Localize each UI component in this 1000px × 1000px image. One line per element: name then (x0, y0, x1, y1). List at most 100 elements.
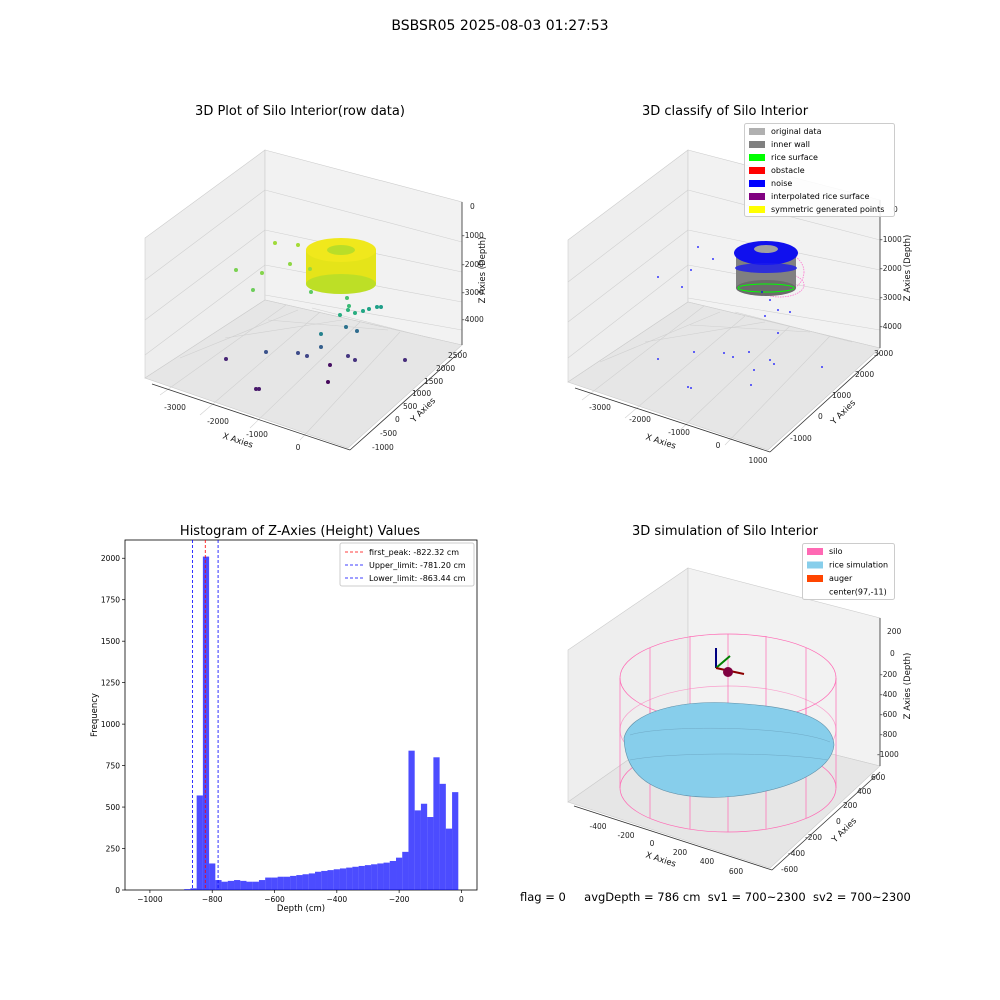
raw-point (309, 290, 313, 294)
hist-bar (389, 860, 397, 890)
raw-point (296, 351, 300, 355)
legend-swatch (749, 128, 765, 135)
hist-bar (402, 851, 409, 890)
raw-point (288, 262, 292, 266)
raw-point (308, 267, 312, 271)
raw-point (234, 268, 238, 272)
hist-bar (339, 868, 347, 890)
panel2-legend: original data inner wall rice surface obsta… (744, 123, 895, 217)
legend-label: interpolated rice surface (771, 192, 869, 201)
legend-label: center(97,-11) (829, 588, 887, 597)
p2-cloud (734, 241, 805, 298)
p2-ztick: 0 (893, 205, 898, 214)
p2-ytick: 3000 (874, 349, 893, 358)
raw-point (326, 380, 330, 384)
hist-bar (371, 864, 378, 890)
raw-point (355, 329, 359, 333)
hist-bar (445, 828, 453, 890)
hist-bar (283, 876, 291, 890)
legend-label: noise (771, 179, 792, 188)
p2-ztick: -4000 (880, 322, 902, 331)
hist-bar (258, 880, 266, 890)
panel1-title: 3D Plot of Silo Interior(row data) (195, 104, 405, 119)
legend-swatch (749, 141, 765, 148)
hist-bar (414, 810, 421, 890)
raw-point (260, 271, 264, 275)
p4-ytick: 400 (857, 787, 872, 796)
p2-ztick: -2000 (880, 264, 902, 273)
p1-ytick: 2000 (436, 364, 455, 373)
legend-label: inner wall (771, 140, 810, 149)
hist-bar (452, 792, 459, 890)
legend-swatch (807, 588, 823, 596)
footer-status: flag = 0 avgDepth = 786 cm sv1 = 700~230… (520, 890, 911, 904)
noise-point (773, 363, 775, 365)
sv1-text: sv1 = 700~2300 (707, 890, 806, 904)
raw-point (338, 313, 342, 317)
noise-point (693, 351, 695, 353)
hist-bar (433, 757, 440, 890)
hist-bar (352, 866, 359, 890)
noise-point (748, 351, 750, 353)
p4-ztick: -400 (880, 690, 897, 699)
p4-xtick: 400 (700, 857, 715, 866)
p4-ytick: -200 (805, 833, 822, 842)
hist-bar (377, 863, 384, 890)
raw-point (273, 241, 277, 245)
p1-ztick: -3000 (462, 288, 484, 297)
p2-xtick: -1000 (668, 428, 690, 437)
p1-xtick: -1000 (246, 430, 268, 439)
noise-point (681, 286, 683, 288)
p1-ytick: 1500 (424, 377, 443, 386)
hist-xtick-label: −400 (327, 895, 348, 904)
p2-ytick: -1000 (790, 434, 812, 443)
p1-ytick: 0 (395, 415, 400, 424)
figure-title: BSBSR05 2025-08-03 01:27:53 (391, 18, 609, 34)
raw-point (346, 354, 350, 358)
hist-xlabel: Depth (cm) (277, 904, 325, 914)
raw-point (251, 288, 255, 292)
hist-bar (296, 875, 303, 890)
hist-bar (209, 863, 216, 890)
noise-point (750, 384, 752, 386)
p1-xtick: 0 (296, 443, 301, 452)
noise-point (657, 358, 659, 360)
p4-ytick: 0 (836, 817, 841, 826)
raw-point (347, 304, 351, 308)
noise-point (657, 276, 659, 278)
p4-ytick: -400 (788, 849, 805, 858)
hist-ylabel: Frequency (90, 693, 100, 737)
hist-ytick-label: 750 (106, 762, 121, 771)
legend-label: symmetric generated points (771, 205, 884, 214)
raw-point (224, 357, 228, 361)
hist-bar (202, 556, 210, 890)
hist-xtick-label: −200 (389, 895, 410, 904)
legend-swatch (749, 167, 765, 174)
p4-ztick: 0 (890, 649, 895, 658)
p2-xtick: 1000 (748, 456, 767, 465)
noise-point (764, 315, 766, 317)
hist-bar (396, 857, 403, 890)
p1-ring (306, 238, 376, 294)
hist-bar (252, 881, 259, 890)
raw-point (346, 308, 350, 312)
noise-point (761, 291, 763, 293)
hist-bar (221, 881, 228, 890)
hist-bar (196, 795, 203, 890)
p4-ytick: -600 (781, 865, 798, 874)
legend-swatch (749, 180, 765, 187)
hist-ytick-label: 250 (106, 845, 121, 854)
hist-bar (290, 875, 297, 890)
hist-ytick-label: 1250 (101, 679, 120, 688)
p1-ytick: -500 (380, 429, 397, 438)
hist-legend (339, 542, 475, 587)
raw-point (264, 350, 268, 354)
hist-bar (333, 869, 340, 890)
noise-point (769, 299, 771, 301)
p4-ztick: -1000 (877, 750, 899, 759)
p2-ztick: -3000 (880, 293, 902, 302)
raw-point (353, 311, 357, 315)
hist-ytick-label: 1000 (101, 720, 120, 729)
